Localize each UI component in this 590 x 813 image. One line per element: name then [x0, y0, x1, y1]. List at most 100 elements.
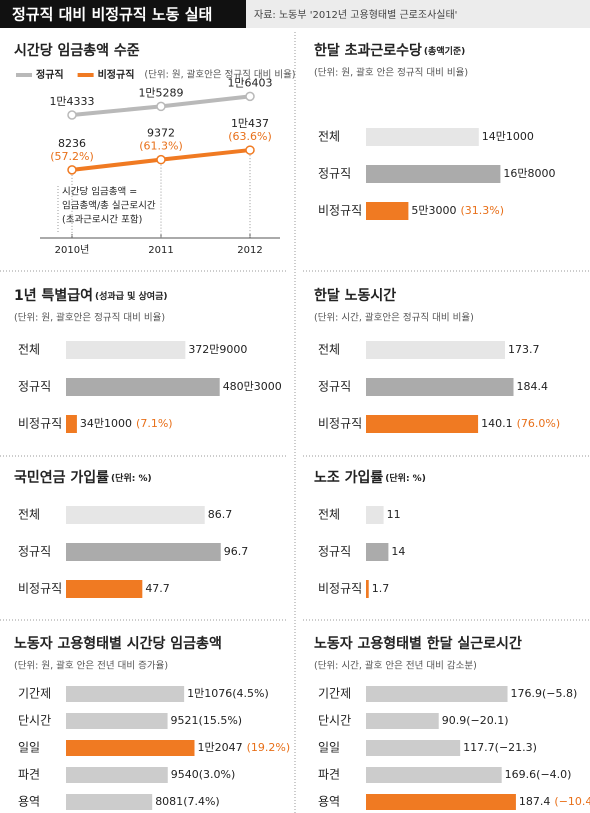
data-note: (57.2%): [50, 150, 94, 163]
category-label: 단시간: [18, 714, 51, 728]
value-text: 96.7: [224, 545, 249, 558]
value-text: 1만2047: [198, 741, 243, 754]
bar: [66, 713, 168, 729]
panel-subtitle: (단위: 원, 괄호안은 정규직 대비 비율): [144, 69, 295, 81]
value-text: 14: [391, 545, 405, 558]
value-label: 9540(3.0%): [171, 768, 236, 781]
data-point: [156, 101, 166, 112]
category-label: 단시간: [318, 714, 351, 728]
category-label: 정규직: [318, 545, 351, 559]
panel-title: 시간당 임금총액 수준: [14, 42, 140, 59]
value-text: 176.9: [511, 687, 543, 700]
value-label: 169.6(−4.0): [505, 768, 572, 781]
annotation-line: (초과근로시간 포함): [62, 215, 142, 226]
bar: [366, 740, 461, 756]
panel-subtitle: (단위: 원, 괄호 안은 정규직 대비 비율): [314, 67, 468, 79]
category-label: 비정규직: [318, 582, 362, 596]
value-text: 117.7: [463, 741, 495, 754]
bar: [366, 165, 501, 183]
value-note: (−10.4): [554, 795, 590, 808]
category-label: 비정규직: [18, 582, 62, 596]
value-label: 96.7: [224, 545, 249, 558]
bar: [366, 378, 514, 396]
category-label: 파견: [18, 768, 40, 782]
data-note: (61.3%): [139, 140, 183, 153]
data-point: [67, 110, 77, 120]
value-note: (7.1%): [136, 417, 173, 430]
category-label: 전체: [318, 130, 340, 144]
bar: [366, 767, 502, 783]
bar: [66, 740, 195, 756]
category-label: 전체: [318, 343, 340, 357]
panel-title: 한달 초과근로수당 (총액기준): [314, 42, 465, 59]
value-note: (−5.8): [542, 687, 577, 700]
data-point: [67, 165, 77, 175]
category-label: 정규직: [18, 545, 51, 559]
panel-title-note: (성과급 및 상여금): [95, 290, 167, 302]
value-text: 184.4: [517, 380, 549, 393]
value-text: 47.7: [145, 582, 170, 595]
value-label: 11: [387, 508, 401, 521]
bar: [366, 202, 409, 220]
panel-title-text: 노조 가입률: [314, 469, 383, 486]
category-label: 정규직: [18, 380, 51, 394]
value-label: 140.1 (76.0%): [481, 417, 560, 430]
value-text: 9540: [171, 768, 199, 781]
value-text: 86.7: [208, 508, 233, 521]
panel-title-text: 노동자 고용형태별 시간당 임금총액: [14, 635, 222, 652]
value-note: (31.3%): [461, 204, 505, 217]
category-label: 비정규직: [318, 204, 362, 218]
value-text: 16만8000: [503, 167, 555, 180]
value-label: 16만8000: [503, 167, 555, 180]
bar: [66, 543, 221, 561]
value-label: 187.4(−10.4): [519, 795, 590, 808]
category-label: 정규직: [318, 380, 351, 394]
value-label: 14: [391, 545, 405, 558]
panel-title: 한달 노동시간: [314, 287, 396, 304]
value-text: 140.1: [481, 417, 512, 430]
bar: [66, 686, 185, 702]
value-text: 90.9: [442, 714, 467, 727]
value-note: (19.2%): [247, 741, 291, 754]
value-label: 372만9000: [188, 343, 247, 356]
bar: [366, 794, 516, 810]
page-title: 정규직 대비 비정규직 노동 실태: [12, 6, 212, 24]
annotation-line: 임금총액/총 실근로시간: [62, 200, 156, 212]
panel-title-text: 국민연금 가입률: [14, 469, 109, 486]
bar: [66, 341, 186, 359]
bar: [366, 506, 384, 524]
panel-title-note: (단위: %): [385, 472, 426, 484]
value-text: 11: [387, 508, 401, 521]
category-label: 파견: [318, 768, 340, 782]
category-label: 용역: [318, 795, 340, 809]
value-text: 9521: [171, 714, 199, 727]
value-label: 5만3000 (31.3%): [411, 204, 504, 217]
panel-subtitle: (단위: 시간, 괄호안은 정규직 대비 비율): [314, 312, 474, 324]
panel-title: 노조 가입률 (단위: %): [314, 469, 426, 486]
value-note: (76.0%): [517, 417, 561, 430]
value-label: 184.4: [517, 380, 549, 393]
category-label: 일일: [318, 741, 340, 755]
panel-title-note: (단위: %): [111, 472, 152, 484]
legend-label: 정규직: [36, 68, 64, 81]
value-note: (7.4%): [183, 795, 220, 808]
bar: [366, 415, 479, 433]
category-label: 용역: [18, 795, 40, 809]
x-tick-label: 2010년: [55, 244, 90, 256]
data-label: 8236: [58, 137, 86, 150]
category-label: 비정규직: [18, 417, 62, 431]
value-text: 8081: [155, 795, 183, 808]
bar: [366, 686, 508, 702]
value-label: 90.9(−20.1): [442, 714, 509, 727]
data-label: 9372: [147, 127, 175, 140]
annotation: 시간당 임금총액 = 임금총액/총 실근로시간 (초과근로시간 포함): [57, 186, 156, 232]
panel-title: 국민연금 가입률 (단위: %): [14, 469, 152, 486]
bar: [66, 378, 220, 396]
category-label: 전체: [18, 508, 40, 522]
panel-subtitle: (단위: 원, 괄호 안은 전년 대비 증가율): [14, 660, 168, 672]
x-tick-label: 2011: [148, 245, 173, 256]
panel-title-text: 한달 초과근로수당: [314, 42, 422, 59]
value-label: 8081(7.4%): [155, 795, 220, 808]
category-label: 일일: [18, 741, 40, 755]
x-tick-label: 2012: [237, 245, 262, 256]
